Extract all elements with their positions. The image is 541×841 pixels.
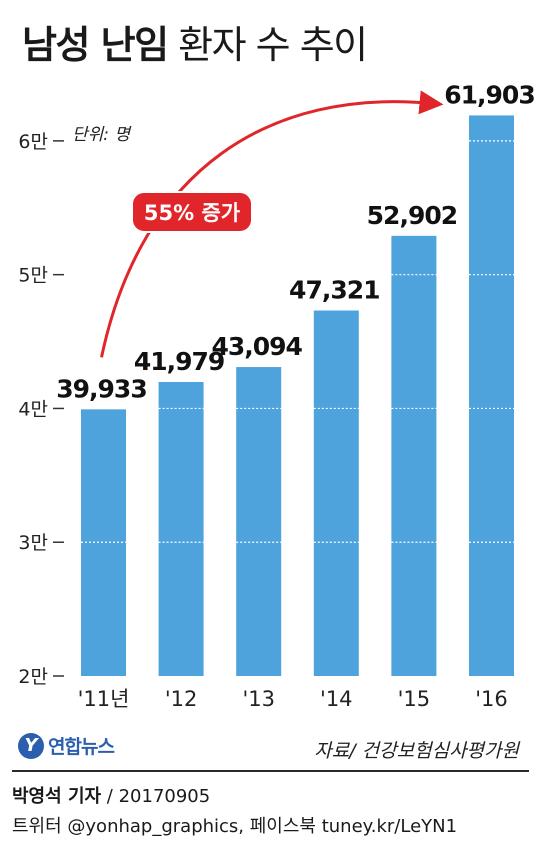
bar <box>236 367 282 676</box>
yonhap-logo-icon: Y <box>18 732 44 759</box>
x-tick-label: '16 <box>475 687 508 711</box>
annotation-text: 55% 증가 <box>144 201 241 225</box>
x-tick-label: '15 <box>398 687 431 711</box>
x-tick-label: '11년 <box>78 687 130 711</box>
reporter-name: 박영석 기자 <box>12 786 102 807</box>
title-light: 환자 수 추이 <box>178 23 368 67</box>
bar <box>313 310 359 676</box>
byline-separator: / <box>101 786 119 807</box>
data-label: 47,321 <box>289 276 379 305</box>
data-label: 61,903 <box>444 80 534 109</box>
yonhap-logo: Y 연합뉴스 <box>18 732 115 759</box>
chart-title: 남성 난임 환자 수 추이 <box>22 14 368 69</box>
bar <box>158 381 204 676</box>
bar <box>469 115 514 677</box>
data-label: 52,902 <box>367 201 457 230</box>
x-tick-label: '12 <box>165 687 198 711</box>
social-links: 트위터 @yonhap_graphics, 페이스북 tuney.kr/LeYN… <box>12 816 458 837</box>
y-tick-label: 2만 <box>18 666 48 688</box>
data-label: 43,094 <box>211 332 302 361</box>
source-label: 자료/ 건강보험심사평가원 <box>314 740 519 762</box>
data-label: 39,933 <box>56 374 146 403</box>
bar-chart: 2만 3만 4만 5만 6만 '11년 '12 '13 '14 '15 '16 39,93341,97… <box>18 80 535 711</box>
y-tick-label: 3만 <box>18 532 48 554</box>
logo-text: 연합뉴스 <box>48 736 115 758</box>
annotation-badge <box>131 191 253 233</box>
byline: 박영석 기자 / 20170905 <box>12 782 210 808</box>
growth-arrow <box>100 90 444 358</box>
x-tick-label: '13 <box>242 687 275 711</box>
title-bold: 남성 난임 <box>22 23 169 67</box>
y-tick-label: 5만 <box>18 265 48 287</box>
x-tick-label: '14 <box>320 687 353 711</box>
publish-date: 20170905 <box>118 786 211 807</box>
bar <box>391 235 437 676</box>
y-tick-label: 4만 <box>18 398 48 420</box>
y-tick-label: 6만 <box>18 131 48 153</box>
data-label: 41,979 <box>134 347 224 376</box>
unit-label: 단위: 명 <box>72 125 131 145</box>
bar <box>81 409 126 676</box>
divider <box>12 770 529 772</box>
